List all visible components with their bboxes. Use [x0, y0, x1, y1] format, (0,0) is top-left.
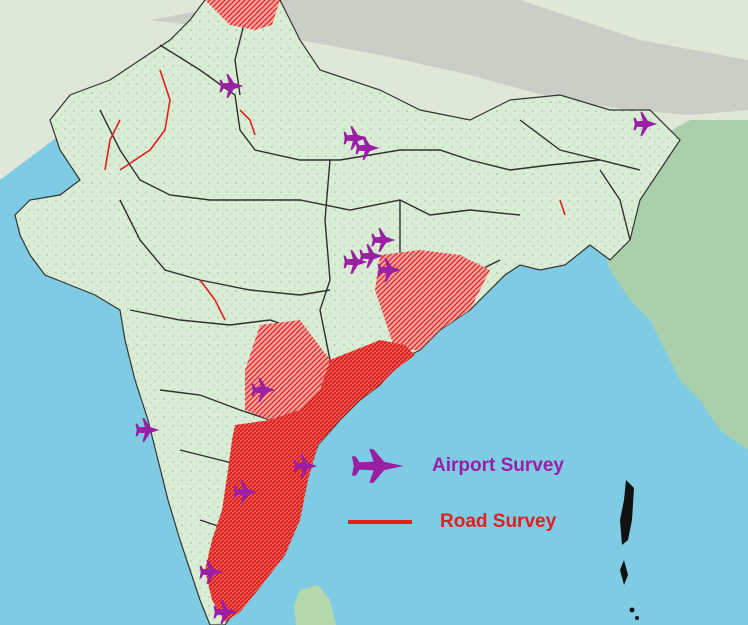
- airport-marker: [211, 597, 241, 625]
- road-line-swatch: [348, 520, 412, 524]
- airport-marker: [217, 71, 247, 101]
- road-survey-area: [205, 0, 490, 622]
- airport-marker: [231, 477, 261, 507]
- airport-marker: [631, 109, 661, 139]
- legend-road-label: Road Survey: [440, 511, 557, 532]
- airport-marker: [341, 123, 371, 153]
- legend-road: Road Survey: [348, 511, 556, 533]
- airplane-icon: [351, 449, 404, 483]
- airport-marker: [353, 133, 383, 163]
- north-roads: [104, 69, 566, 321]
- airport-marker: [375, 255, 405, 285]
- airport-marker: [249, 375, 279, 405]
- himalaya-range: [150, 0, 748, 115]
- airport-marker: [369, 225, 399, 255]
- airport-marker: [133, 415, 163, 445]
- airport-marker: [341, 247, 371, 277]
- airport-marker: [197, 557, 227, 587]
- andaman-islands: [620, 480, 639, 620]
- airport-marker: [357, 241, 387, 271]
- airport-marker: [291, 451, 321, 481]
- legend-airport-label: Airport Survey: [432, 455, 564, 476]
- legend-airport: Airport Survey: [348, 446, 564, 486]
- sri-lanka: [294, 585, 336, 625]
